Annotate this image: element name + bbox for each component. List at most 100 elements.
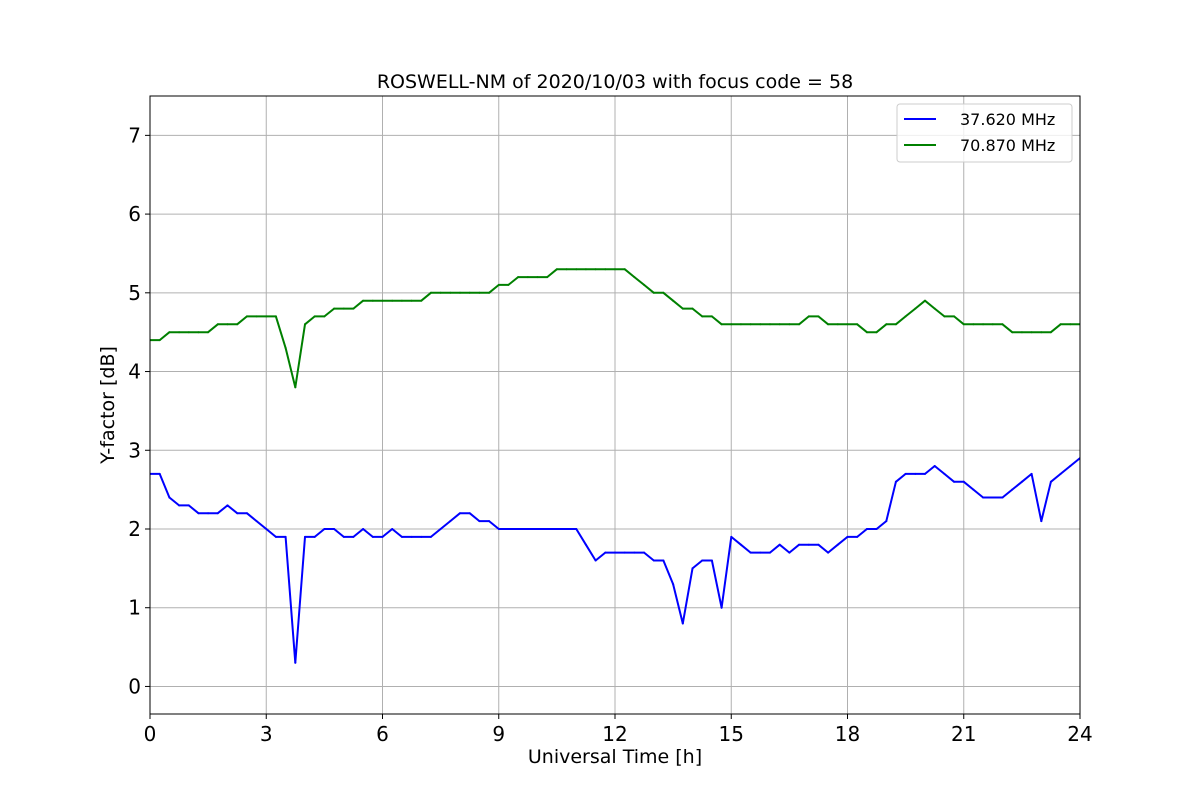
data-point [885, 520, 888, 523]
data-point [536, 276, 539, 279]
data-point [536, 528, 539, 530]
data-point [652, 291, 655, 294]
data-point [391, 528, 394, 530]
data-point [342, 535, 345, 538]
x-tick-label: 18 [835, 722, 860, 746]
data-point [468, 291, 471, 294]
data-point [720, 323, 723, 326]
data-point [1020, 480, 1023, 483]
data-point [875, 331, 878, 334]
data-point [236, 512, 239, 515]
data-point [507, 283, 510, 286]
data-point [933, 465, 936, 467]
data-point [439, 291, 442, 294]
data-point [575, 528, 578, 530]
data-point [865, 528, 868, 530]
data-point [216, 512, 219, 515]
data-point [604, 268, 607, 271]
data-point [1069, 323, 1072, 326]
data-point [478, 291, 481, 294]
y-tick-label: 6 [128, 202, 141, 226]
data-point [197, 512, 200, 515]
data-point [643, 551, 646, 554]
data-point [1001, 496, 1004, 499]
data-point [933, 307, 936, 310]
data-point [391, 299, 394, 302]
data-point [449, 520, 452, 523]
data-point [245, 315, 248, 318]
x-tick-label: 21 [951, 722, 976, 746]
data-point [488, 520, 491, 523]
data-point [488, 291, 491, 294]
data-point [371, 535, 374, 538]
data-point [614, 268, 616, 271]
data-point [313, 315, 316, 318]
data-point [265, 315, 268, 318]
data-point [788, 551, 791, 554]
data-point [362, 299, 365, 302]
data-point [187, 504, 190, 507]
x-tick-label: 12 [602, 722, 627, 746]
y-tick-label: 2 [128, 517, 141, 541]
data-point [1069, 465, 1072, 467]
data-point [236, 323, 239, 326]
data-point [982, 496, 985, 499]
data-point [652, 559, 655, 562]
data-point [352, 535, 355, 538]
data-point [594, 559, 597, 562]
data-point [565, 268, 568, 271]
data-point [798, 323, 801, 326]
data-point [584, 543, 587, 546]
data-point [962, 480, 965, 483]
data-point [962, 323, 965, 326]
data-point [991, 496, 994, 499]
data-point [836, 323, 839, 326]
data-point [681, 307, 684, 310]
data-point [759, 551, 762, 554]
series-2 [150, 268, 1080, 389]
data-point [429, 535, 432, 538]
data-point [827, 551, 830, 554]
data-point [575, 268, 578, 271]
data-point [304, 535, 306, 538]
data-point [1049, 480, 1052, 483]
x-tick-label: 3 [260, 722, 273, 746]
data-point [1059, 323, 1062, 326]
data-point [836, 543, 839, 546]
data-point [313, 535, 316, 538]
data-point [846, 323, 849, 326]
data-point [894, 323, 897, 326]
y-axis: 0 1 2 3 4 5 6 7 [128, 123, 150, 698]
data-point [1011, 331, 1014, 334]
data-point [429, 291, 432, 294]
data-point [924, 299, 926, 302]
data-point [1020, 331, 1023, 334]
data-point [255, 315, 258, 318]
data-point [507, 528, 510, 530]
data-point [187, 331, 190, 334]
data-point [304, 323, 306, 326]
data-point [1001, 323, 1004, 326]
data-point [633, 276, 636, 279]
data-point [778, 543, 781, 546]
y-axis-label: Y-factor [dB] [97, 346, 119, 465]
data-point [1030, 472, 1033, 475]
data-point [362, 528, 365, 530]
data-point [226, 323, 229, 326]
data-point [178, 331, 181, 334]
series-layer [150, 268, 1080, 664]
data-point [914, 307, 917, 310]
data-point [623, 268, 626, 271]
data-point [400, 299, 403, 302]
data-point [459, 512, 461, 515]
data-point [381, 299, 384, 302]
data-point [517, 528, 520, 530]
data-point [749, 323, 752, 326]
data-point [691, 567, 694, 570]
data-point [1049, 331, 1052, 334]
data-point [1040, 520, 1043, 523]
y-tick-label: 4 [128, 360, 141, 384]
data-point [459, 291, 461, 294]
data-point [333, 307, 336, 310]
